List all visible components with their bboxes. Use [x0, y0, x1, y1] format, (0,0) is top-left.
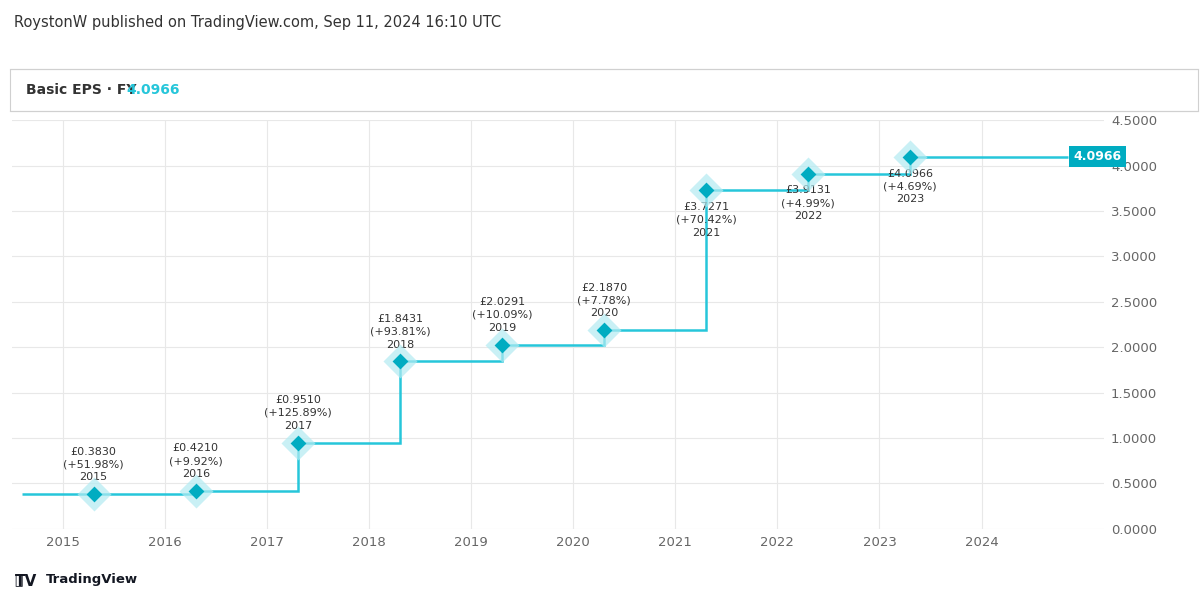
Point — [288, 438, 307, 447]
Point — [900, 152, 919, 162]
Text: 📊: 📊 — [14, 573, 23, 587]
Point — [900, 152, 919, 162]
Point — [288, 438, 307, 447]
Point — [594, 326, 613, 335]
Text: £0.4210
(+9.92%)
2016: £0.4210 (+9.92%) 2016 — [169, 444, 222, 479]
Text: £3.9131
(+4.99%)
2022: £3.9131 (+4.99%) 2022 — [781, 185, 835, 221]
Text: RoystonW published on TradingView.com, Sep 11, 2024 16:10 UTC: RoystonW published on TradingView.com, S… — [14, 15, 502, 30]
Text: 𝗧𝗩: 𝗧𝗩 — [14, 575, 37, 589]
Point — [84, 489, 103, 499]
Text: £0.3830
(+51.98%)
2015: £0.3830 (+51.98%) 2015 — [64, 447, 124, 482]
Point — [696, 186, 715, 195]
Text: £3.7271
(+70.42%)
2021: £3.7271 (+70.42%) 2021 — [676, 202, 737, 238]
Text: 4.0966: 4.0966 — [1073, 150, 1122, 163]
Point — [492, 340, 511, 349]
Point — [186, 486, 205, 495]
Text: £4.0966
(+4.69%)
2023: £4.0966 (+4.69%) 2023 — [883, 169, 937, 204]
Point — [84, 489, 103, 499]
Point — [390, 356, 409, 366]
Text: Basic EPS · FY: Basic EPS · FY — [26, 83, 137, 97]
Text: £2.1870
(+7.78%)
2020: £2.1870 (+7.78%) 2020 — [577, 283, 631, 319]
Text: £0.9510
(+125.89%)
2017: £0.9510 (+125.89%) 2017 — [264, 395, 331, 431]
Text: 4.0966: 4.0966 — [126, 83, 180, 97]
Point — [492, 340, 511, 349]
Point — [186, 486, 205, 495]
Point — [798, 169, 817, 178]
Text: £1.8431
(+93.81%)
2018: £1.8431 (+93.81%) 2018 — [370, 314, 430, 350]
Point — [390, 356, 409, 366]
Point — [696, 186, 715, 195]
Point — [594, 326, 613, 335]
Text: £2.0291
(+10.09%)
2019: £2.0291 (+10.09%) 2019 — [472, 297, 532, 333]
Text: TradingView: TradingView — [46, 573, 138, 587]
Point — [798, 169, 817, 178]
